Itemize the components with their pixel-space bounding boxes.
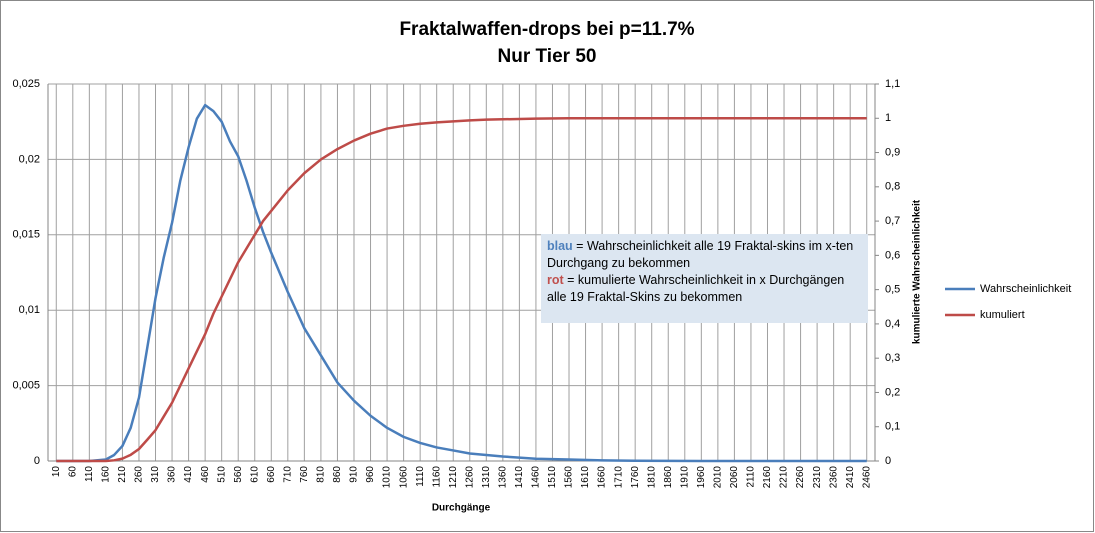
x-tick-label: 1310	[481, 466, 492, 489]
y-tick-label: 0,01	[19, 304, 40, 316]
y-tick-label: 0	[34, 455, 40, 467]
x-tick-label: 1410	[514, 466, 525, 489]
x-tick-label: 1660	[597, 466, 608, 489]
x-tick-label: 960	[365, 466, 376, 483]
annotation-text: blau	[547, 239, 573, 253]
y2-tick-label: 0,8	[885, 181, 900, 193]
x-tick-label: 110	[84, 466, 95, 482]
x-tick-label: 1560	[564, 466, 575, 489]
y2-tick-label: 1,1	[885, 78, 900, 90]
x-tick-label: 1360	[497, 466, 508, 489]
x-tick-label: 1210	[448, 466, 459, 489]
legend-label: Wahrscheinlichkeit	[980, 283, 1071, 295]
chart-title: Fraktalwaffen-drops bei p=11.7%	[399, 19, 694, 40]
x-tick-label: 2410	[845, 466, 856, 489]
y2-tick-label: 0,4	[885, 318, 900, 330]
y2-tick-label: 0,9	[885, 146, 900, 158]
y2-tick-label: 0,3	[885, 352, 900, 364]
x-tick-label: 1260	[464, 466, 475, 489]
x-tick-label: 60	[67, 466, 78, 478]
x-tick-label: 1710	[613, 466, 624, 489]
annotation-box: blau = Wahrscheinlichkeit alle 19 Frakta…	[541, 234, 868, 323]
x-tick-label: 1160	[431, 466, 442, 488]
chart-subtitle: Nur Tier 50	[498, 46, 597, 67]
x-tick-label: 2060	[729, 466, 740, 489]
x-tick-label: 560	[233, 466, 244, 483]
x-tick-label: 1510	[547, 466, 558, 489]
x-tick-label: 2460	[861, 466, 872, 489]
y2-axis-title: kumulierte Wahrscheinlichkeit	[912, 199, 923, 344]
x-axis-title: Durchgänge	[432, 503, 491, 514]
x-tick-label: 510	[216, 466, 227, 483]
x-tick-label: 2260	[795, 466, 806, 489]
x-tick-label: 410	[183, 466, 194, 483]
y2-tick-label: 0	[885, 455, 891, 467]
x-tick-label: 2210	[779, 466, 790, 489]
x-tick-label: 2310	[812, 466, 823, 489]
annotation-text: rot	[547, 273, 564, 287]
x-tick-label: 610	[249, 466, 260, 483]
x-tick-label: 2360	[828, 466, 839, 489]
x-tick-label: 1960	[696, 466, 707, 489]
x-tick-label: 1610	[580, 466, 591, 489]
y2-tick-label: 0,2	[885, 386, 900, 398]
x-tick-label: 460	[200, 466, 211, 483]
y-tick-label: 0,005	[12, 380, 40, 392]
annotation-text: = Wahrscheinlichkeit alle 19 Fraktal-ski…	[547, 239, 854, 270]
x-tick-label: 10	[51, 466, 62, 478]
x-tick-label: 1460	[531, 466, 542, 489]
y2-tick-label: 0,7	[885, 215, 900, 227]
x-tick-label: 810	[316, 466, 327, 483]
legend-label: kumuliert	[980, 309, 1025, 321]
x-tick-label: 2010	[713, 466, 724, 489]
x-tick-label: 310	[150, 466, 161, 483]
annotation-text: = kumulierte Wahrscheinlichkeit in x Dur…	[547, 273, 845, 304]
x-tick-label: 1860	[663, 466, 674, 489]
y2-tick-label: 0,6	[885, 249, 900, 261]
x-tick-label: 760	[299, 466, 310, 483]
x-tick-label: 2110	[746, 466, 757, 488]
x-tick-label: 160	[101, 466, 112, 483]
x-tick-label: 660	[266, 466, 277, 483]
y-tick-label: 0,02	[19, 153, 40, 165]
x-tick-label: 860	[332, 466, 343, 483]
x-tick-label: 1110	[415, 466, 426, 487]
y2-tick-label: 0,5	[885, 284, 900, 296]
x-tick-label: 1760	[630, 466, 641, 489]
x-tick-label: 1060	[398, 466, 409, 489]
x-tick-label: 210	[117, 466, 128, 483]
series-line	[56, 103, 867, 463]
x-tick-label: 910	[349, 466, 360, 483]
x-tick-label: 1910	[679, 466, 690, 489]
x-tick-label: 2160	[762, 466, 773, 489]
y2-tick-label: 0,1	[885, 421, 900, 433]
y-tick-label: 0,025	[12, 78, 40, 90]
x-tick-label: 1010	[382, 466, 393, 489]
x-tick-label: 260	[134, 466, 145, 483]
x-tick-label: 1810	[646, 466, 657, 489]
series-line	[56, 117, 867, 463]
x-tick-label: 710	[282, 466, 293, 483]
y-tick-label: 0,015	[12, 229, 40, 241]
y2-tick-label: 1	[885, 112, 891, 124]
x-tick-label: 360	[167, 466, 178, 483]
